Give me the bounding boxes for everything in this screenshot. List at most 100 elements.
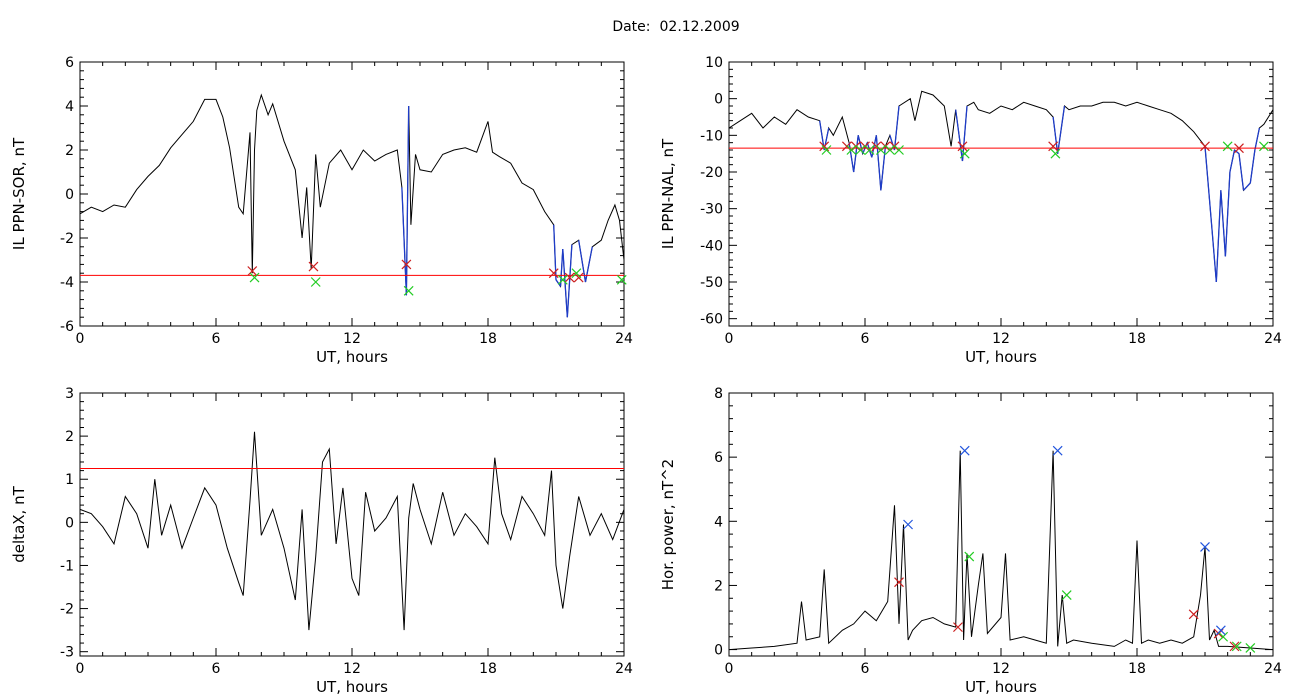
y-tick-label: -60 [700,312,723,328]
event-segment [555,279,562,287]
event-start-marker [1229,641,1240,652]
plot-frame [79,61,625,327]
event-segment [857,135,864,154]
y-tick-label: -6 [60,319,74,335]
event-end-marker [310,277,321,287]
event-segment [893,105,900,151]
x-tick-label: 6 [861,331,870,347]
event-segment [1220,190,1227,257]
event-end-marker [1222,141,1233,152]
event-segment [875,135,882,191]
event-segment [1249,149,1256,184]
event-end-marker [571,268,582,279]
event-end-marker [1061,590,1072,600]
event-segment [1211,226,1217,283]
x-axis-label: UT, hours [316,678,388,696]
x-tick-label: 6 [212,331,221,347]
y-tick-label: -20 [700,165,723,181]
y-tick-label: 2 [714,578,723,594]
y-tick-label: 2 [65,429,74,445]
y-tick-label: 2 [65,143,74,159]
event-segment [401,187,408,296]
event-segment [1052,116,1059,154]
y-tick-label: -2 [60,602,74,618]
y-tick-label: -50 [700,275,723,291]
event-segment [1254,127,1261,151]
y-tick-label: -3 [60,645,74,661]
event-start-marker [957,141,968,152]
event-end-marker [855,145,866,155]
event-start-marker [247,266,258,276]
x-tick-label: 0 [725,661,734,677]
x-tick-label: 18 [479,331,497,347]
event-segment [1215,190,1222,283]
y-tick-label: 4 [714,514,723,530]
x-tick-label: 6 [861,661,870,677]
series-line [728,450,1274,651]
y-tick-label: 3 [65,386,74,402]
x-tick-label: 0 [725,331,734,347]
x-tick-label: 12 [992,331,1010,347]
x-tick-label: 24 [615,331,633,347]
event-peak-marker [959,445,970,456]
event-end-marker [1050,148,1061,159]
x-tick-label: 0 [76,331,85,347]
y-tick-label: 0 [714,92,723,108]
event-start-marker [1048,141,1059,152]
event-segment [1229,149,1236,173]
event-start-marker [1200,141,1210,152]
event-start-marker [871,141,882,152]
y-tick-label: 6 [65,55,74,71]
event-segment [1234,149,1240,155]
series-line [79,431,625,631]
x-tick-label: 12 [343,331,361,347]
y-tick-label: -10 [700,128,723,144]
event-segment [1238,153,1245,191]
date-label: Date: [612,19,651,35]
event-end-marker [403,285,414,296]
series-line [79,93,625,318]
y-tick-label: 0 [714,643,723,659]
x-tick-label: 0 [76,661,85,677]
event-end-marker [959,148,970,159]
event-end-marker [1231,641,1242,652]
x-tick-label: 18 [1128,661,1146,677]
event-end-marker [1218,631,1229,642]
event-segment [566,244,573,318]
y-tick-label: -40 [700,238,723,254]
event-end-marker [616,274,627,285]
y-tick-label: -30 [700,202,723,218]
y-tick-label: 0 [65,515,74,531]
event-start-marker [564,272,575,283]
x-axis-label: UT, hours [965,348,1037,366]
event-start-marker [894,577,904,588]
event-end-marker [249,272,260,283]
event-end-marker [894,145,904,155]
event-segment [1057,105,1066,154]
x-tick-label: 24 [615,661,633,677]
x-tick-label: 24 [1264,661,1282,677]
page-title: Date: 02.12.2009 [0,19,1300,35]
plot-frame [79,392,625,657]
y-tick-label: -2 [60,231,74,247]
event-segment [955,109,964,162]
event-segment [562,248,568,318]
event-peak-marker [1215,625,1226,636]
event-start-marker [880,141,891,152]
event-start-marker [889,141,900,152]
plot-frame [728,61,1274,327]
event-end-marker [864,145,875,155]
event-start-marker [851,141,861,152]
series-line [728,90,1274,283]
event-segment [1243,182,1251,191]
event-segment [1204,146,1213,228]
y-tick-label: 8 [714,386,723,402]
y-tick-label: 6 [714,450,723,466]
y-axis-label: Hor. power, nT^2 [659,459,677,590]
event-start-marker [308,261,319,272]
event-end-marker [875,145,886,155]
